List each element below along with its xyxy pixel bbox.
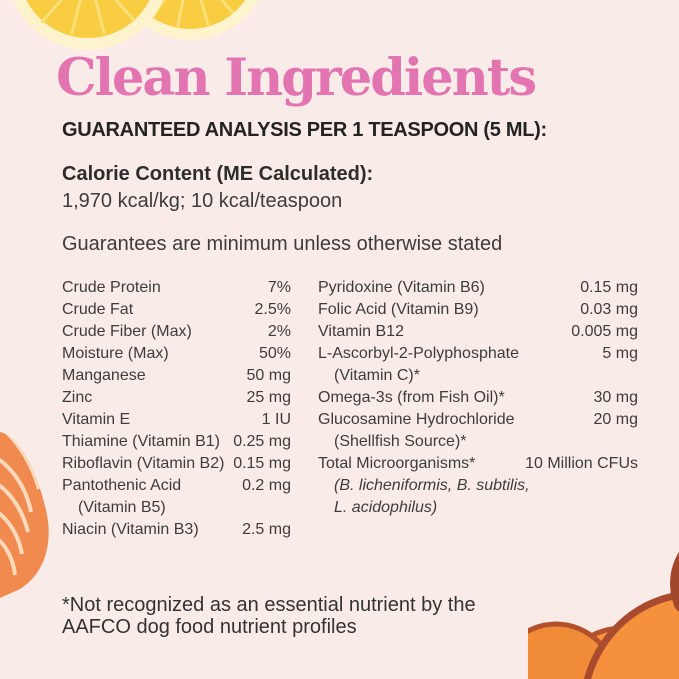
footnote: *Not recognized as an essential nutrient…: [62, 594, 476, 638]
nutrient-label-line: Folic Acid (Vitamin B9): [318, 301, 479, 318]
nutrient-label-line: (Shellfish Source)*: [334, 433, 467, 450]
orange-slice-icon: [121, 0, 259, 40]
nutrient-label-line: Crude Fat: [62, 301, 134, 318]
guaranteed-analysis-heading: GUARANTEED ANALYSIS PER 1 TEASPOON (5 ML…: [62, 119, 547, 141]
nutrient-label-line: Glucosamine Hydrochloride: [318, 411, 515, 428]
nutrient-label: Pyridoxine (Vitamin B6): [318, 277, 580, 299]
nutrient-value: 0.25 mg: [233, 433, 291, 450]
table-row: Zinc 25 mg: [62, 387, 291, 409]
table-row: Vitamin B12 0.005 mg: [318, 321, 638, 343]
page-title: Clean Ingredients: [56, 48, 537, 108]
nutrient-value: 25 mg: [246, 389, 291, 406]
nutrient-value: 5 mg: [602, 345, 638, 362]
sweet-potato-slice-icon: [552, 625, 679, 679]
nutrient-label-line: Niacin (Vitamin B3): [62, 521, 199, 538]
nutrient-label-line: Thiamine (Vitamin B1): [62, 433, 220, 450]
nutrient-label-line: (B. licheniformis, B. subtilis,: [334, 477, 530, 494]
lemon-slice-icon: [13, 0, 163, 50]
calorie-content-value: 1,970 kcal/kg; 10 kcal/teaspoon: [62, 190, 343, 212]
table-row: L-Ascorbyl-2-Polyphosphate (Vitamin C)* 5 …: [318, 343, 638, 387]
table-row: Crude Protein 7%: [62, 277, 291, 299]
nutrient-value: 20 mg: [593, 411, 638, 428]
nutrient-label: Vitamin B12: [318, 321, 571, 343]
nutrient-label-line: Total Microorganisms*: [318, 455, 476, 472]
nutrient-value: 1 IU: [261, 411, 291, 428]
nutrient-value: 2%: [267, 323, 291, 340]
nutrient-label-line: Pyridoxine (Vitamin B6): [318, 279, 485, 296]
nutrient-label: Crude Fat: [62, 299, 255, 321]
nutrient-label-line: Zinc: [62, 389, 93, 406]
nutrient-label: Manganese: [62, 365, 247, 387]
nutrient-label: Glucosamine Hydrochloride (Shellfish Sour…: [318, 409, 594, 453]
table-row: Moisture (Max) 50%: [62, 343, 291, 365]
nutrient-label-line: L. acidophilus): [334, 499, 438, 516]
guarantee-note: Guarantees are minimum unless otherwise …: [62, 233, 503, 255]
table-row: Folic Acid (Vitamin B9) 0.03 mg: [318, 299, 638, 321]
table-row: Thiamine (Vitamin B1) 0.25 mg: [62, 431, 291, 453]
nutrient-label-line: Vitamin B12: [318, 323, 404, 340]
table-row: Niacin (Vitamin B3) 2.5 mg: [62, 519, 291, 541]
nutrient-value: 10 Million CFUs: [525, 455, 638, 472]
nutrient-label-line: Omega-3s (from Fish Oil)*: [318, 389, 505, 406]
nutrient-label-line: Crude Protein: [62, 279, 161, 296]
nutrient-label: Moisture (Max): [62, 343, 259, 365]
nutrient-value: 50 mg: [246, 367, 291, 384]
nutrient-label: Niacin (Vitamin B3): [62, 519, 242, 541]
nutrient-label-line: Moisture (Max): [62, 345, 169, 362]
nutrient-value: 0.03 mg: [580, 301, 638, 318]
nutrient-label: Omega-3s (from Fish Oil)*: [318, 387, 594, 409]
table-row: Glucosamine Hydrochloride (Shellfish Sour…: [318, 409, 638, 453]
table-row: Omega-3s (from Fish Oil)* 30 mg: [318, 387, 638, 409]
nutrient-value: 0.2 mg: [242, 477, 291, 494]
nutrient-label-line: Vitamin E: [62, 411, 131, 428]
nutrient-label: Riboflavin (Vitamin B2): [62, 453, 233, 475]
nutrient-label-line: (Vitamin B5): [78, 499, 166, 516]
analysis-right-column: Pyridoxine (Vitamin B6) 0.15 mg Folic Acid…: [318, 277, 638, 541]
nutrient-label: Vitamin E: [62, 409, 262, 431]
table-row: Total Microorganisms* (B. licheniformis, …: [318, 453, 638, 519]
nutrient-label: Pantothenic Acid (Vitamin B5): [62, 475, 242, 519]
nutrient-value: 30 mg: [593, 389, 638, 406]
salmon-image: [0, 432, 49, 598]
table-row: Manganese 50 mg: [62, 365, 291, 387]
table-row: Crude Fat 2.5%: [62, 299, 291, 321]
nutrient-label-line: Crude Fiber (Max): [62, 323, 192, 340]
table-row: Riboflavin (Vitamin B2) 0.15 mg: [62, 453, 291, 475]
table-row: Vitamin E 1 IU: [62, 409, 291, 431]
analysis-left-column: Crude Protein 7% Crude Fat 2.5% Crude Fiber …: [62, 277, 291, 541]
nutrient-label: Crude Fiber (Max): [62, 321, 268, 343]
nutrient-label: Thiamine (Vitamin B1): [62, 431, 233, 453]
nutrient-value: 2.5%: [254, 301, 291, 318]
nutrient-value: 7%: [267, 279, 291, 296]
table-row: Pyridoxine (Vitamin B6) 0.15 mg: [318, 277, 638, 299]
nutrient-label: Crude Protein: [62, 277, 268, 299]
nutrient-label: Folic Acid (Vitamin B9): [318, 299, 580, 321]
nutrient-label: Zinc: [62, 387, 247, 409]
nutrient-label-line: L-Ascorbyl-2-Polyphosphate: [318, 345, 519, 362]
table-row: Crude Fiber (Max) 2%: [62, 321, 291, 343]
nutrient-value: 0.005 mg: [571, 323, 638, 340]
nutrient-label-line: Pantothenic Acid: [62, 477, 182, 494]
nutrient-value: 50%: [258, 345, 291, 362]
nutrient-label: Total Microorganisms* (B. licheniformis, …: [318, 453, 530, 519]
nutrient-value: 0.15 mg: [580, 279, 638, 296]
nutrient-label-line: Manganese: [62, 367, 146, 384]
sweet-potato-skin-icon: [670, 552, 679, 612]
nutrient-label: L-Ascorbyl-2-Polyphosphate (Vitamin C)*: [318, 343, 602, 387]
nutrient-value: 2.5 mg: [242, 521, 291, 538]
table-row: Pantothenic Acid (Vitamin B5) 0.2 mg: [62, 475, 291, 519]
nutrient-label-line: Riboflavin (Vitamin B2): [62, 455, 225, 472]
nutrient-label-line: (Vitamin C)*: [334, 367, 420, 384]
analysis-table: Crude Protein 7% Crude Fat 2.5% Crude Fiber …: [62, 277, 638, 541]
calorie-content-heading: Calorie Content (ME Calculated):: [62, 163, 374, 185]
sweet-potato-image: [528, 552, 679, 679]
nutrient-value: 0.15 mg: [233, 455, 291, 472]
sweet-potato-slice-icon: [528, 621, 622, 679]
sweet-potato-slice-icon: [583, 591, 679, 679]
